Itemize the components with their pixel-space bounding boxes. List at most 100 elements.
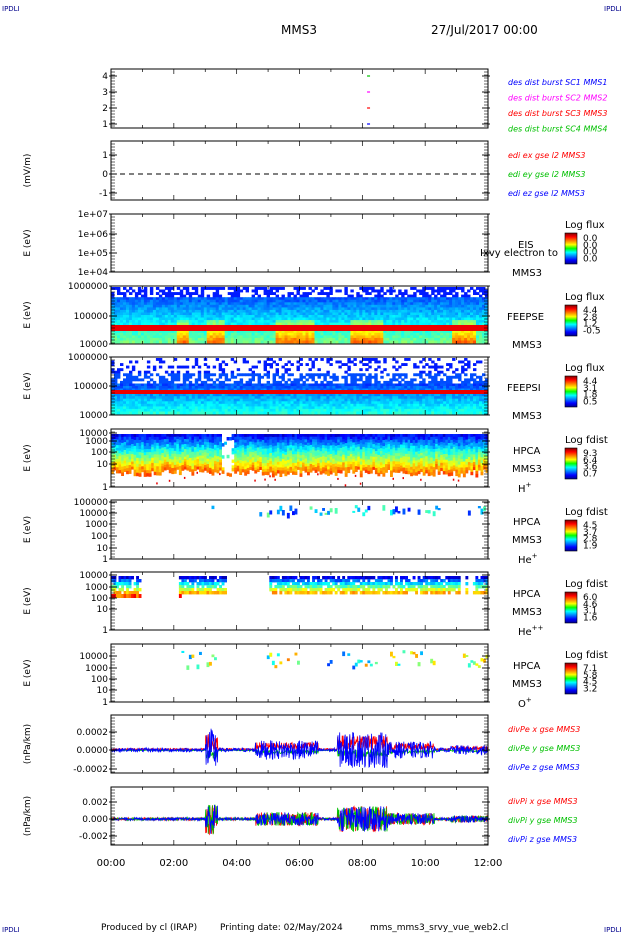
colorbar [564, 232, 578, 265]
y-tick-label: 0.0002 [77, 728, 109, 738]
y-axis-label: (nPa/km) [23, 796, 33, 836]
timeseries-divpi [110, 804, 489, 836]
colorbar-tick-label: 6.4 [583, 456, 598, 466]
y-tick-label: 10000 [79, 340, 108, 350]
y-axis-label: E (eV) [23, 301, 33, 328]
legend-entry: des dist burst SC4 MMS4 [508, 125, 607, 134]
colorbar-tick-label: 0.7 [583, 469, 597, 479]
colorbar-title: Log fdist [565, 507, 608, 518]
x-tick-label: 06:00 [285, 858, 314, 869]
spectrogram-feepse [111, 287, 489, 344]
colorbar-tick-label: 4.5 [583, 521, 597, 531]
colorbar-tick-label: 4.4 [583, 377, 598, 387]
x-tick-label: 00:00 [97, 858, 126, 869]
y-tick-label: 10000 [79, 509, 108, 519]
spacecraft-label: MMS3 [512, 268, 542, 279]
colorbar-tick-label: 7.1 [583, 664, 597, 674]
spacecraft-label: MMS3 [512, 607, 542, 618]
panel-eis: 1e+07 1e+06 1e+05 1e+04 E (eV) EIS MMS3 Ixvy el… [23, 210, 605, 279]
instrument-label: FEEPSI [507, 383, 541, 394]
y-tick-label: 10 [97, 460, 109, 470]
colorbar-tick-label: 2.8 [583, 535, 598, 545]
y-tick-label: 100 [91, 448, 108, 458]
colorbar [564, 662, 578, 695]
date-title: 27/Jul/2017 00:00 [431, 23, 538, 37]
spectrogram-hpca_he [211, 505, 486, 519]
y-tick-label: 1000 [85, 664, 108, 674]
colorbar-title: Log flux [565, 220, 605, 231]
instrument-label: FEEPSE [507, 312, 544, 323]
y-tick-label: 1e+07 [78, 210, 108, 220]
panel-frame [110, 643, 489, 703]
y-tick-label: 1e+05 [78, 249, 108, 259]
panel-frame [110, 499, 489, 560]
y-tick-label: -0.0002 [73, 765, 108, 775]
y-tick-label: 0 [102, 170, 108, 180]
corner-label-bottom-left: IPDLI [2, 926, 20, 934]
y-tick-label: 10000 [79, 429, 108, 439]
corner-label-right: IPDLI [604, 5, 622, 13]
legend-entry: edi ey gse l2 MMS3 [508, 170, 586, 179]
legend-entry: divPe y gse MMS3 [508, 744, 580, 753]
spacecraft-label: MMS3 [512, 464, 542, 475]
y-axis-label: E (eV) [23, 372, 33, 399]
colorbar-tick-label: 0.5 [583, 397, 597, 407]
panel-divpe: 0.0002 0.0000 -0.0002 (nPa/km) divPe x gse M… [23, 714, 580, 775]
colorbar-title: Log fdist [565, 650, 608, 661]
panel-burst: 4 3 2 1 des dist burst SC1 MMS1 des dist burs… [102, 68, 607, 134]
y-tick-label: 100 [91, 532, 108, 542]
y-tick-label: 1 [102, 626, 108, 636]
colorbar-tick-label: -0.5 [583, 326, 601, 336]
y-tick-label: 100 [91, 675, 108, 685]
y-tick-label: -0.002 [79, 832, 108, 842]
corner-label-left: IPDLI [2, 5, 20, 13]
y-tick-label: 0.0000 [77, 746, 109, 756]
corner-label-bottom-right: IPDLI [604, 926, 622, 934]
spectrogram-hpca_hepp [111, 576, 489, 598]
instrument-label: HPCA [513, 517, 541, 528]
colorbar-tick-label: 1.8 [583, 391, 598, 401]
panel-frame [110, 140, 489, 201]
colorbar-title: Log flux [565, 363, 605, 374]
colorbar-tick-label: 0.0 [583, 241, 598, 251]
legend-entry: divPi z gse MMS3 [508, 835, 577, 844]
x-tick-label: 10:00 [411, 858, 440, 869]
y-tick-label: 10000 [79, 652, 108, 662]
y-tick-label: 1 [102, 698, 108, 708]
colorbar-title: Log fdist [565, 579, 608, 590]
footer-script-name: mms_mms3_srvy_vue_web2.cl [370, 923, 508, 933]
y-tick-label: 1 [102, 151, 108, 161]
y-tick-label: 10000 [79, 571, 108, 581]
y-tick-label: 1000 [85, 437, 108, 447]
y-tick-label: 1e+06 [78, 230, 109, 240]
y-tick-label: 100000 [74, 312, 109, 322]
y-tick-label: 100 [91, 594, 108, 604]
low-energy-band [111, 325, 488, 331]
panel-frame [110, 213, 489, 273]
y-tick-label: 10 [97, 686, 109, 696]
colorbar-tick-label: 3.2 [583, 684, 597, 694]
low-energy-band [111, 390, 488, 394]
colorbar-tick-label: 4.4 [583, 306, 598, 316]
footer-credit: Produced by cl (IRAP) [101, 923, 197, 933]
legend-entry: divPe z gse MMS3 [508, 763, 580, 772]
colorbar [564, 591, 578, 624]
y-tick-label: 1e+04 [78, 268, 109, 278]
legend-entry: divPe x gse MMS3 [508, 725, 580, 734]
colorbar [564, 447, 578, 480]
colorbar-title: Log fdist [565, 435, 608, 446]
species-label: H+ [518, 481, 532, 495]
y-tick-label: 1 [102, 555, 108, 565]
species-charge: ++ [532, 624, 544, 632]
y-tick-label: 1 [102, 120, 108, 130]
y-tick-label: 1000 [85, 583, 108, 593]
y-tick-label: 1000 [85, 520, 108, 530]
colorbar-tick-label: 6.0 [583, 593, 598, 603]
footer-printing-date: Printing date: 02/May/2024 [220, 923, 343, 933]
legend-entry: edi ez gse l2 MMS3 [508, 189, 585, 198]
species-charge: + [526, 696, 532, 704]
colorbar-tick-label: 3.7 [583, 528, 597, 538]
